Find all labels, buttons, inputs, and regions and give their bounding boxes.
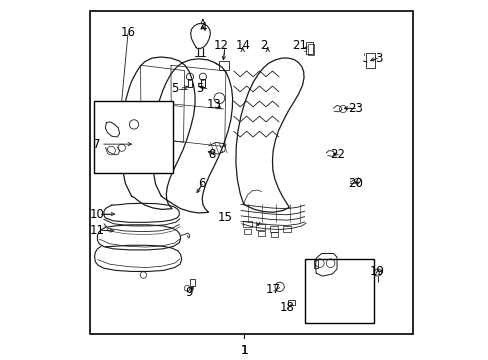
Text: 7: 7 (93, 138, 101, 150)
Text: 22: 22 (329, 148, 345, 161)
Bar (308, 44, 313, 55)
Bar (94, 101, 172, 173)
Bar (313, 260, 318, 267)
Text: 1: 1 (240, 344, 248, 357)
Text: 6: 6 (197, 177, 205, 190)
Bar (305, 259, 373, 323)
Text: 20: 20 (347, 177, 363, 190)
Text: 12: 12 (213, 39, 228, 52)
Bar (256, 224, 264, 230)
Text: 5: 5 (196, 82, 203, 95)
Bar (190, 279, 195, 286)
Text: 1: 1 (240, 344, 248, 357)
Bar (305, 42, 312, 54)
Bar (187, 78, 192, 87)
Text: 14: 14 (235, 39, 250, 52)
Bar (201, 78, 204, 87)
Text: 9: 9 (185, 287, 192, 300)
Text: 13: 13 (206, 98, 221, 111)
Bar (269, 226, 278, 232)
Bar (244, 229, 250, 234)
Bar (282, 226, 290, 232)
Bar (271, 232, 277, 237)
Text: 10: 10 (89, 208, 104, 221)
Text: 15: 15 (217, 211, 232, 224)
Text: 21: 21 (292, 39, 307, 52)
Text: 19: 19 (369, 265, 384, 278)
Text: 3: 3 (374, 51, 382, 64)
Bar (366, 53, 375, 68)
Text: 4: 4 (199, 21, 206, 34)
Text: 2: 2 (260, 39, 267, 52)
Text: 11: 11 (89, 224, 104, 237)
Text: 17: 17 (265, 283, 280, 296)
Text: 18: 18 (280, 301, 294, 314)
Text: 16: 16 (120, 27, 135, 40)
Bar (287, 301, 295, 305)
Text: 23: 23 (347, 102, 363, 115)
Text: 5: 5 (170, 82, 178, 95)
Bar (258, 231, 264, 236)
Bar (243, 221, 251, 227)
Bar (218, 60, 229, 69)
Text: 8: 8 (208, 148, 216, 161)
